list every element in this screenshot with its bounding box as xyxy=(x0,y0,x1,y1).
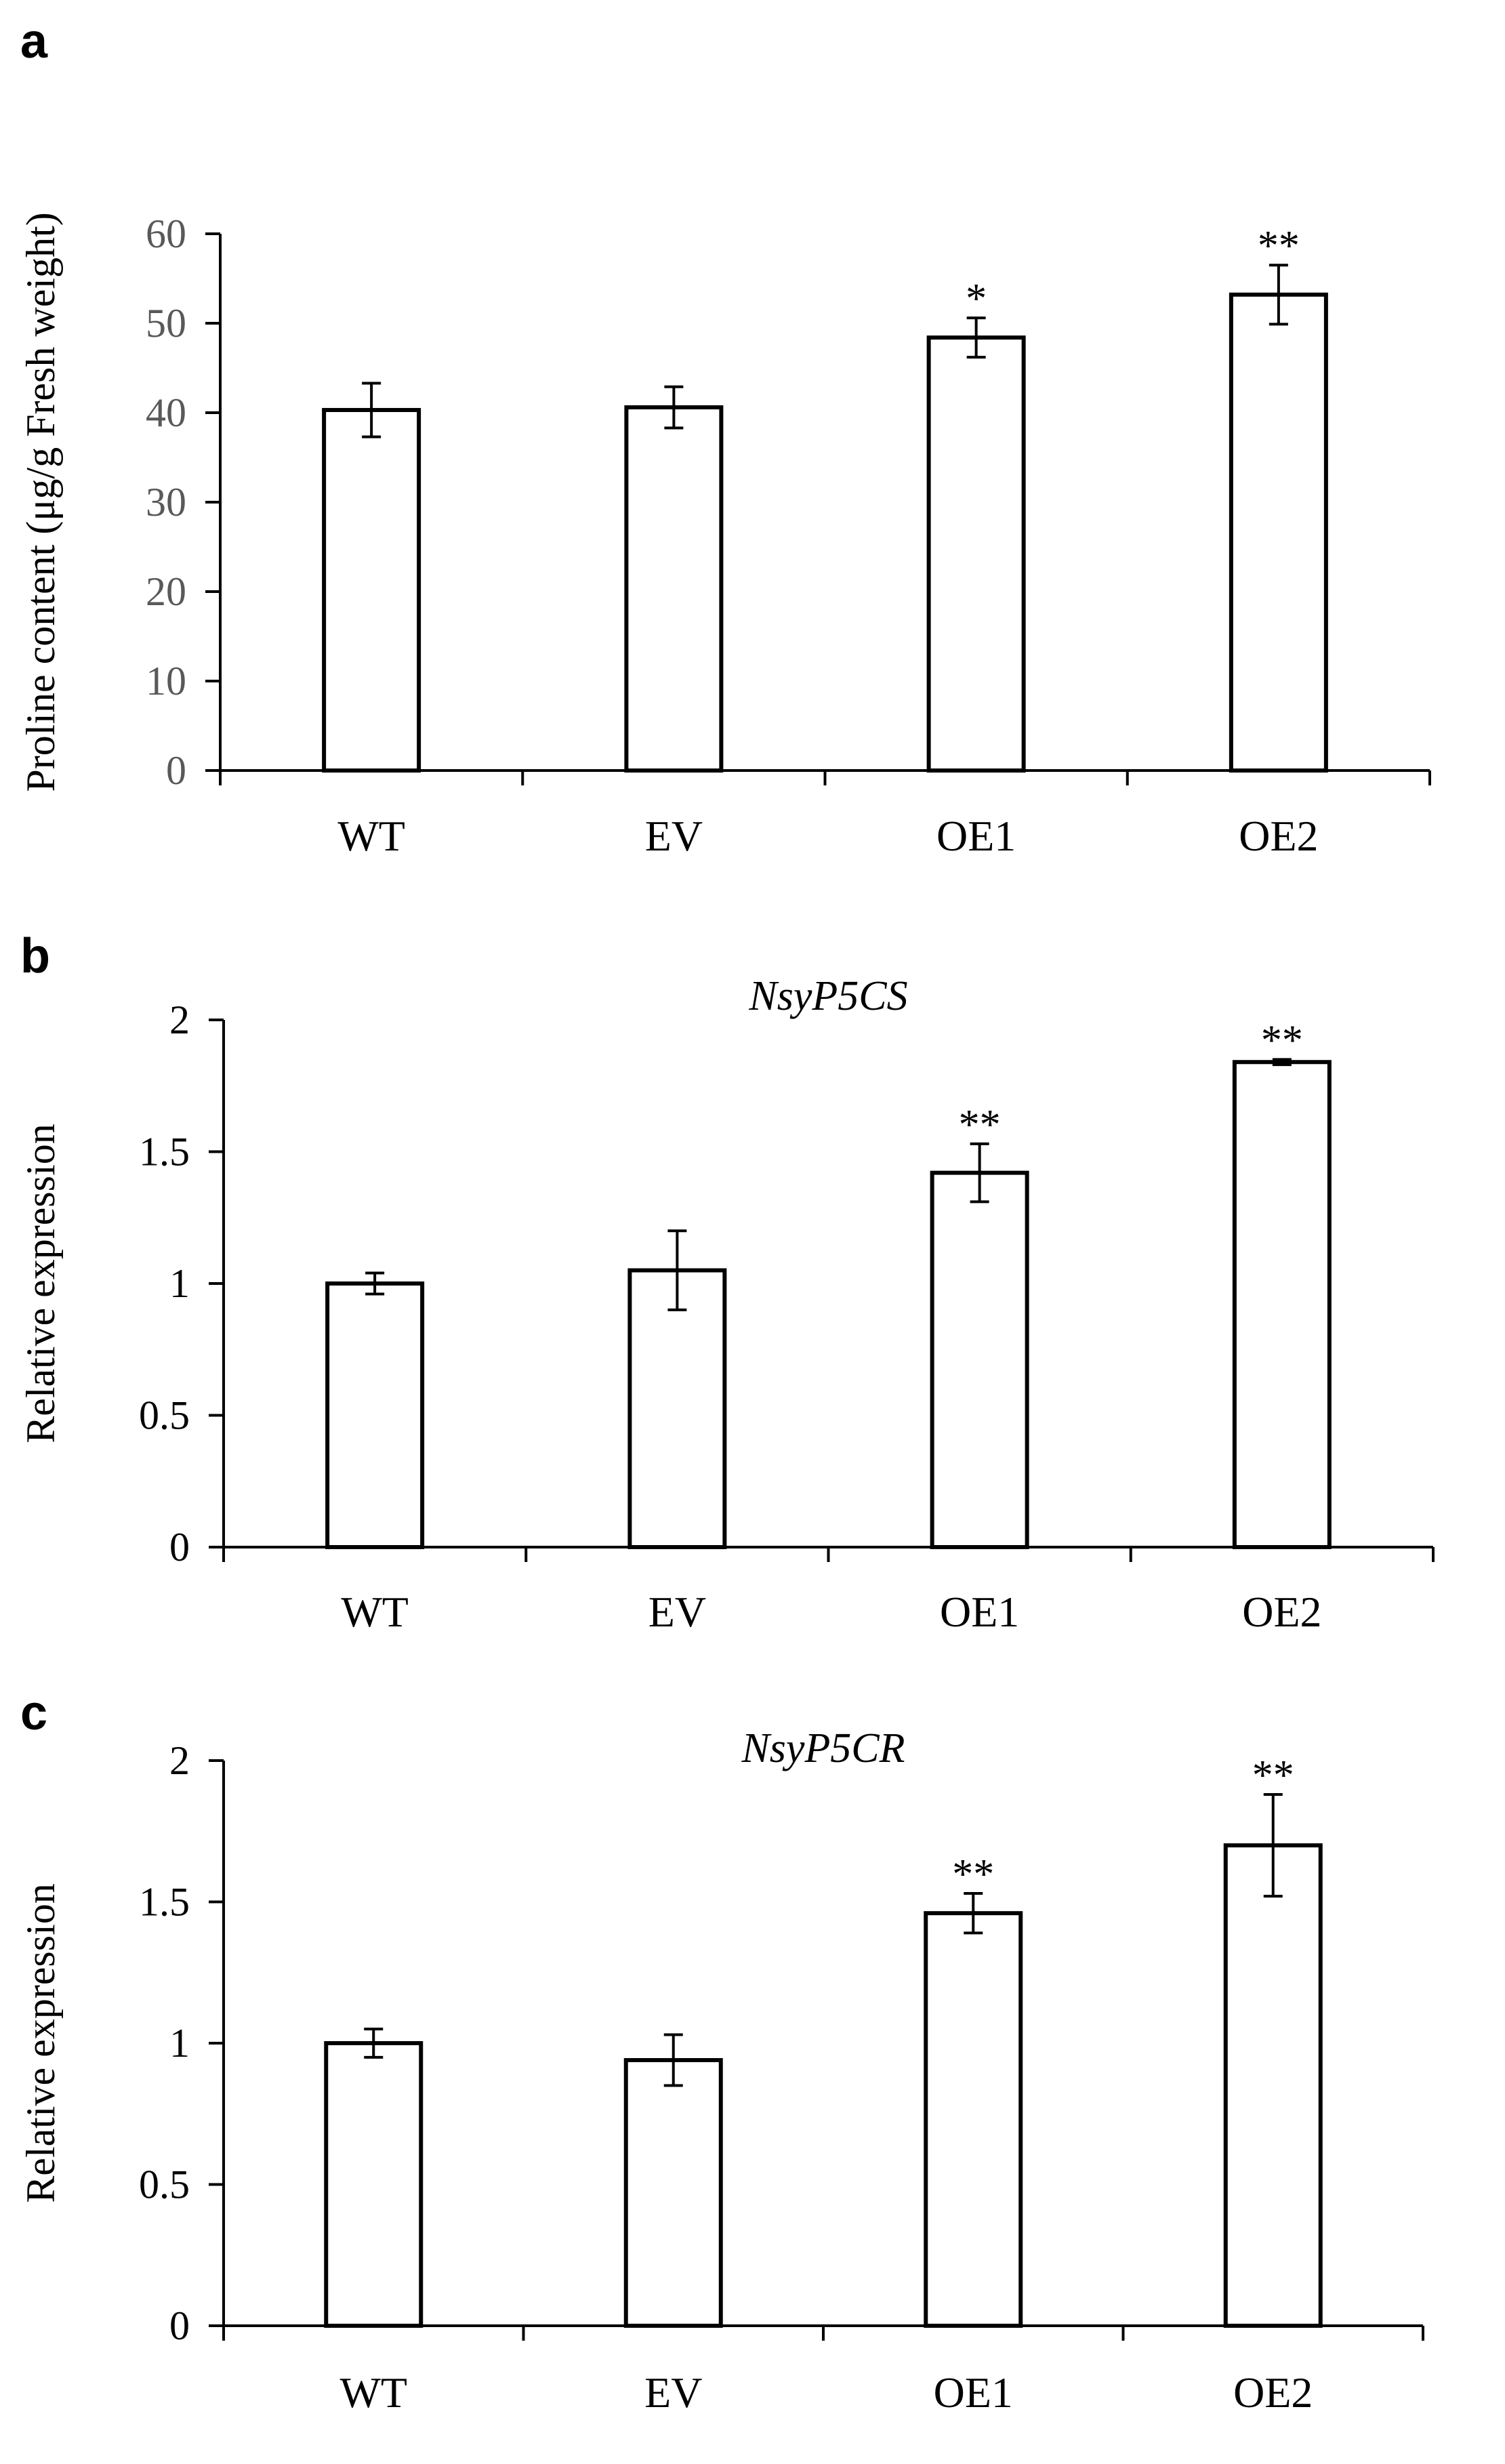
significance-mark: ** xyxy=(952,1851,994,1897)
y-tick-label: 20 xyxy=(146,569,186,614)
y-tick-label: 2 xyxy=(169,1738,190,1783)
bar-ev xyxy=(627,1268,727,1550)
significance-mark: * xyxy=(966,276,987,322)
significance-mark: ** xyxy=(1261,1017,1303,1063)
y-tick-label: 30 xyxy=(146,480,186,525)
x-tick-label: OE1 xyxy=(940,1588,1019,1636)
y-axis-label: Relative expression xyxy=(18,1883,63,2203)
x-tick-label: OE2 xyxy=(1239,812,1318,860)
significance-mark: ** xyxy=(1252,1752,1294,1799)
bar-oe1 xyxy=(930,1170,1029,1549)
bar-oe2 xyxy=(1232,1060,1332,1549)
y-axis-label: Relative expression xyxy=(18,1124,63,1443)
y-tick-label: 50 xyxy=(146,301,186,346)
bar-wt xyxy=(322,408,421,773)
y-tick-label: 0.5 xyxy=(139,1393,190,1438)
bar-oe2 xyxy=(1229,292,1328,773)
bar-oe1 xyxy=(924,1911,1023,2328)
bar-wt xyxy=(325,1281,425,1549)
panel-letter: b xyxy=(20,929,50,983)
y-tick-label: 1 xyxy=(169,2021,190,2066)
panel-letter: c xyxy=(20,1686,47,1740)
y-tick-label: 0 xyxy=(166,748,186,793)
y-tick-label: 1 xyxy=(169,1261,190,1306)
x-tick-label: OE2 xyxy=(1242,1588,1321,1636)
x-tick-label: WT xyxy=(341,1588,409,1636)
bar-ev xyxy=(624,405,724,773)
y-tick-label: 40 xyxy=(146,390,186,435)
chart-panel-c: c NsyP5CR Relative expression 0 0.5 1 1.5 2 WT EV… xyxy=(18,1686,1424,2417)
x-tick-label: EV xyxy=(648,1588,706,1636)
y-tick-label: 10 xyxy=(146,659,186,703)
y-tick-label: 0 xyxy=(169,1525,190,1569)
panel-letter: a xyxy=(20,14,48,68)
x-tick-label: WT xyxy=(337,812,405,860)
x-tick-label: OE2 xyxy=(1233,2368,1313,2417)
y-tick-label: 60 xyxy=(146,211,186,256)
y-tick-label: 0.5 xyxy=(139,2162,190,2207)
chart-title: NsyP5CR xyxy=(741,1725,905,1771)
x-tick-label: EV xyxy=(644,2368,702,2417)
chart-title: NsyP5CS xyxy=(748,973,907,1019)
y-tick-label: 1.5 xyxy=(139,1880,190,1925)
significance-mark: ** xyxy=(1258,223,1300,269)
y-tick-label: 0 xyxy=(169,2303,190,2348)
y-tick-label: 2 xyxy=(169,998,190,1042)
y-tick-label: 1.5 xyxy=(139,1130,190,1174)
x-tick-label: OE1 xyxy=(934,2368,1013,2417)
bar-wt xyxy=(324,2041,424,2328)
x-tick-label: WT xyxy=(340,2368,408,2417)
significance-mark: ** xyxy=(959,1102,1001,1148)
x-tick-label: EV xyxy=(645,812,703,860)
chart-panel-b: b NsyP5CS Relative expression 0 0.5 1 1.5 2 WT EV… xyxy=(18,929,1435,1636)
chart-panel-a: a Proline content (μg/g Fresh weight) 0 10 2… xyxy=(18,14,1431,860)
bar-oe2 xyxy=(1223,1843,1323,2328)
y-axis-label: Proline content (μg/g Fresh weight) xyxy=(18,212,63,792)
bar-oe1 xyxy=(926,335,1026,773)
x-tick-label: OE1 xyxy=(936,812,1016,860)
bar-ev xyxy=(623,2058,723,2328)
